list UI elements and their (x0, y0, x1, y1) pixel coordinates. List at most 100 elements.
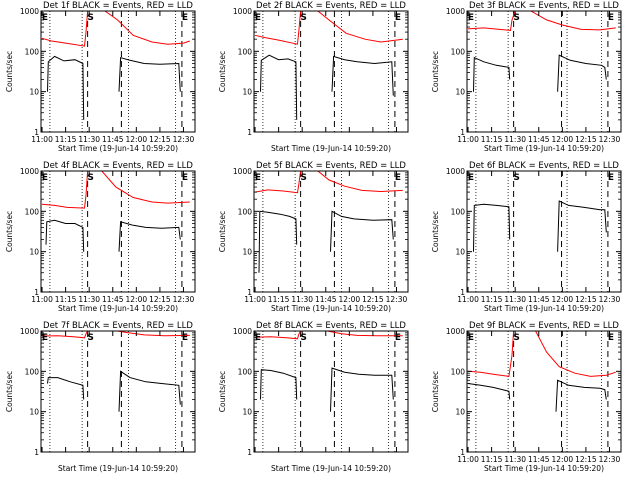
x-tick-label: 11:00 (457, 455, 479, 464)
x-tick-label: 11:00 (31, 135, 53, 144)
marker-s: S (87, 13, 93, 23)
x-tick-label: 12:00 (552, 295, 574, 304)
panel-title: Det 1f BLACK = Events, RED = LLD (43, 1, 193, 11)
x-tick-label: 11:30 (504, 295, 526, 304)
events-series-line (557, 200, 607, 252)
marker-e: E (395, 13, 401, 23)
x-tick-label: 11:30 (504, 455, 526, 464)
panel-title: Det 3f BLACK = Events, RED = LLD (469, 1, 619, 11)
marker-e: E (468, 333, 474, 343)
events-series-line (118, 56, 181, 92)
marker-s: S (87, 173, 93, 183)
lld-series-line (317, 171, 403, 193)
x-tick-label: 12:15 (575, 295, 597, 304)
plot-frame (253, 170, 409, 293)
plot-frame (466, 170, 622, 293)
y-tick-label: 1000 (446, 167, 465, 176)
y-axis-label: Counts/sec (5, 211, 14, 252)
y-tick-label: 1 (460, 448, 465, 457)
plot-frame (253, 330, 409, 453)
x-tick-label: 11:00 (244, 295, 266, 304)
panel-title: Det 5f BLACK = Events, RED = LLD (256, 161, 406, 171)
y-axis-label: Counts/sec (218, 51, 227, 92)
marker-e: E (42, 13, 48, 23)
y-axis-label: Counts/sec (218, 211, 227, 252)
lld-series-line (254, 331, 302, 340)
x-tick-label: 11:45 (528, 295, 550, 304)
marker-e: E (395, 173, 401, 183)
y-tick-label: 10 (29, 88, 39, 97)
y-tick-label: 10 (29, 408, 39, 417)
y-tick-label: 10 (455, 248, 465, 257)
panel-title: Det 2f BLACK = Events, RED = LLD (256, 1, 406, 11)
y-tick-label: 1 (460, 128, 465, 137)
y-tick-label: 1 (34, 128, 39, 137)
x-tick-label: 11:45 (102, 295, 124, 304)
y-tick-label: 1 (34, 288, 39, 297)
x-tick-label: 12:00 (126, 295, 148, 304)
x-tick-label: 12:30 (599, 455, 621, 464)
panel-det-9: Det 9f BLACK = Events, RED = LLD E S E 1 10 10… (431, 321, 622, 473)
y-tick-label: 1000 (20, 327, 39, 336)
y-axis-label: Counts/sec (431, 51, 440, 92)
y-axis-label: Counts/sec (5, 51, 14, 92)
y-tick-label: 100 (25, 367, 40, 376)
plot-frame (40, 10, 196, 133)
events-series-line (118, 221, 181, 252)
plot-frame (40, 170, 196, 293)
y-tick-label: 10 (455, 408, 465, 417)
panel-title: Det 4f BLACK = Events, RED = LLD (43, 161, 193, 171)
x-tick-label: 11:15 (55, 295, 77, 304)
x-tick-label: 12:15 (575, 455, 597, 464)
marker-e: E (42, 333, 48, 343)
y-axis-label: Counts/sec (431, 371, 440, 412)
marker-e: E (182, 13, 188, 23)
x-tick-label: 11:30 (78, 135, 100, 144)
panel-det-2: Det 2f BLACK = Events, RED = LLD E S E 1 10 10… (218, 1, 409, 153)
events-series-line (258, 210, 298, 273)
marker-e: E (182, 333, 188, 343)
y-axis-label: Counts/sec (431, 211, 440, 252)
panel-title: Det 6f BLACK = Events, RED = LLD (469, 161, 619, 171)
x-axis-label: Start Time (19-Jun-14 10:59:20) (58, 304, 178, 313)
plot-frame (466, 330, 622, 453)
x-tick-label: 12:15 (362, 295, 384, 304)
x-tick-label: 11:15 (481, 135, 503, 144)
y-tick-label: 100 (451, 367, 466, 376)
x-tick-label: 12:30 (599, 135, 621, 144)
x-tick-label: 11:45 (528, 455, 550, 464)
x-tick-label: 11:30 (78, 295, 100, 304)
lld-series-line (117, 331, 190, 337)
marker-s: S (300, 13, 306, 23)
y-tick-label: 1000 (233, 327, 252, 336)
marker-e: E (608, 173, 614, 183)
events-series-line (557, 54, 607, 92)
y-tick-label: 100 (238, 207, 253, 216)
x-axis-label: Start Time (19-Jun-14 10:59:20) (58, 464, 178, 473)
marker-s: S (513, 13, 519, 23)
marker-e: E (255, 13, 261, 23)
lld-series-line (101, 171, 190, 204)
plot-frame (466, 10, 622, 133)
marker-e: E (395, 333, 401, 343)
x-tick-label: 11:15 (268, 295, 290, 304)
y-tick-label: 1 (247, 448, 252, 457)
x-tick-label: 11:15 (55, 135, 77, 144)
x-tick-label: 12:30 (173, 135, 195, 144)
x-axis-label: Start Time (19-Jun-14 10:59:20) (271, 144, 391, 153)
y-axis-label: Counts/sec (5, 371, 14, 412)
events-series-line (45, 219, 85, 252)
x-tick-label: 11:30 (504, 135, 526, 144)
lld-series-line (41, 171, 89, 209)
events-series-line (260, 54, 298, 120)
y-tick-label: 1 (247, 288, 252, 297)
marker-s: S (87, 333, 93, 343)
y-tick-label: 1000 (233, 167, 252, 176)
lld-series-line (317, 11, 403, 43)
lld-series-line (41, 331, 89, 339)
y-tick-label: 1000 (446, 327, 465, 336)
x-tick-label: 12:15 (149, 135, 171, 144)
panel-det-4: Det 4f BLACK = Events, RED = LLD E S E 1 10 10… (5, 161, 196, 313)
x-tick-label: 11:15 (481, 455, 503, 464)
events-series-line (555, 379, 607, 412)
